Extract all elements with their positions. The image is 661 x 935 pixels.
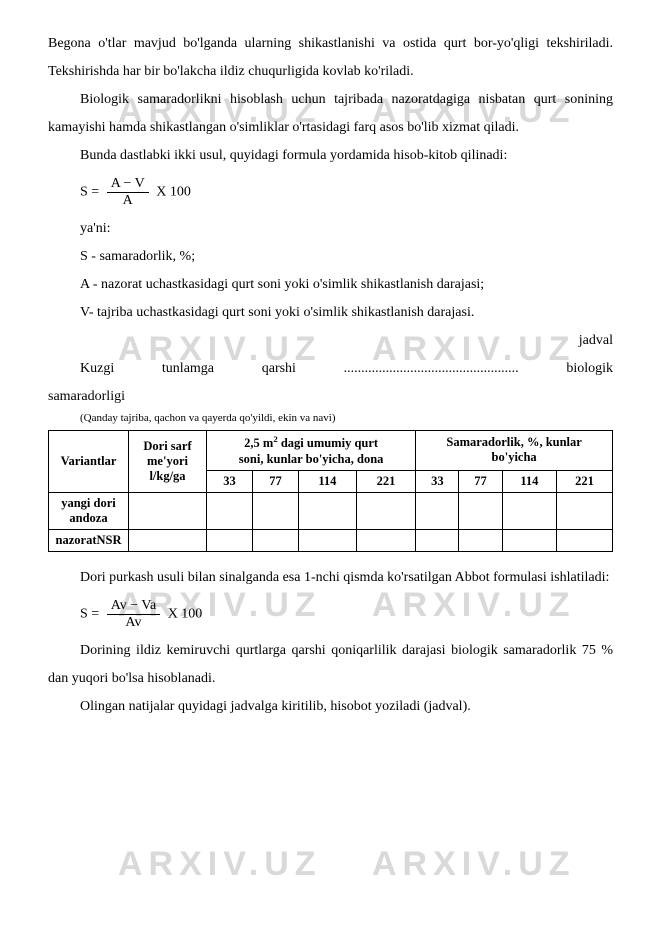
cell	[129, 492, 207, 529]
col-samarad-l1: Samaradorlik, %, kunlar	[446, 435, 581, 449]
cell	[502, 529, 556, 551]
fraction: A − V A	[107, 176, 149, 209]
cell	[416, 492, 459, 529]
kuzgi-word: tunlamga	[162, 361, 214, 376]
paragraph-4: Dori purkash usuli bilan sinalganda esa …	[48, 564, 613, 592]
formula-lhs: S =	[80, 185, 99, 200]
kuzgi-word: qarshi	[262, 361, 296, 376]
table-row: yangi dori andoza	[49, 492, 613, 529]
col-variantlar: Variantlar	[49, 431, 129, 492]
cell	[129, 529, 207, 551]
paragraph-5: Dorining ildiz kemiruvchi qurtlarga qars…	[48, 637, 613, 693]
kuzgi-word: Kuzgi	[80, 361, 114, 376]
yani-label: ya'ni:	[48, 215, 613, 243]
sub-77b: 77	[459, 470, 502, 492]
cell	[459, 492, 502, 529]
sub-221b: 221	[557, 470, 613, 492]
col-samarad-l2: bo'yicha	[492, 450, 537, 464]
kuzgi-line: Kuzgi tunlamga qarshi ..................…	[48, 355, 613, 383]
cell	[298, 529, 356, 551]
cell	[557, 529, 613, 551]
sub-114: 114	[298, 470, 356, 492]
sub-77: 77	[252, 470, 298, 492]
col-dori-sarf-l2: me'yori	[147, 454, 188, 468]
paragraph-2: Biologik samaradorlikni hisoblash uchun …	[48, 86, 613, 142]
fraction-denominator: A	[107, 193, 149, 209]
data-table: Variantlar Dori sarf me'yori l/kg/ga 2,5…	[48, 430, 613, 551]
formula-tail: X 100	[168, 606, 203, 621]
table-row: nazoratNSR	[49, 529, 613, 551]
dotted-fill: ........................................…	[344, 361, 519, 376]
watermark: ARXIV.UZ	[118, 845, 322, 884]
sub-221: 221	[356, 470, 415, 492]
cell	[252, 529, 298, 551]
fraction-numerator: A − V	[107, 176, 149, 193]
table-note: (Qanday tajriba, qachon va qayerda qo'yi…	[80, 411, 613, 426]
row-yangi-dori: yangi dori andoza	[49, 492, 129, 529]
formula-lhs: S =	[80, 606, 99, 621]
formula-2: S = Av − Va Av X 100	[80, 598, 613, 631]
paragraph-3: Bunda dastlabki ikki usul, quyidagi form…	[48, 142, 613, 170]
cell	[557, 492, 613, 529]
s-definition: S - samaradorlik, %;	[48, 243, 613, 271]
table-header-row: Variantlar Dori sarf me'yori l/kg/ga 2,5…	[49, 431, 613, 470]
cell	[356, 492, 415, 529]
col-dori-sarf: Dori sarf me'yori l/kg/ga	[129, 431, 207, 492]
sub-33b: 33	[416, 470, 459, 492]
cell	[252, 492, 298, 529]
v-definition: V- tajriba uchastkasidagi qurt soni yoki…	[48, 299, 613, 327]
col-umumiy-l2: soni, kunlar bo'yicha, dona	[239, 452, 384, 466]
samaradorligi: samaradorligi	[48, 383, 613, 411]
row-yangi-l2: andoza	[69, 511, 107, 525]
fraction-numerator: Av − Va	[107, 598, 161, 615]
watermark: ARXIV.UZ	[372, 845, 576, 884]
col-samaradorlik: Samaradorlik, %, kunlar bo'yicha	[416, 431, 613, 470]
page: Begona o'tlar mavjud bo'lganda ularning …	[0, 0, 661, 761]
sub-33: 33	[207, 470, 253, 492]
a-definition: A - nazorat uchastkasidagi qurt soni yok…	[48, 271, 613, 299]
cell	[416, 529, 459, 551]
col-dori-sarf-l1: Dori sarf	[143, 439, 191, 453]
cell	[459, 529, 502, 551]
fraction: Av − Va Av	[107, 598, 161, 631]
cell	[207, 529, 253, 551]
col-umumiy-l1a: 2,5 m	[244, 437, 273, 451]
paragraph-1: Begona o'tlar mavjud bo'lganda ularning …	[48, 30, 613, 86]
col-umumiy-l1b: dagi umumiy qurt	[278, 437, 378, 451]
paragraph-6: Olingan natijalar quyidagi jadvalga kiri…	[48, 693, 613, 721]
col-umumiy-qurt: 2,5 m2 dagi umumiy qurt soni, kunlar bo'…	[207, 431, 416, 470]
jadval-label: jadval	[48, 327, 613, 355]
formula-1: S = A − V A X 100	[80, 176, 613, 209]
cell	[356, 529, 415, 551]
cell	[298, 492, 356, 529]
row-nazorat: nazoratNSR	[49, 529, 129, 551]
cell	[502, 492, 556, 529]
kuzgi-word: biologik	[566, 361, 613, 376]
cell	[207, 492, 253, 529]
formula-tail: X 100	[156, 185, 191, 200]
fraction-denominator: Av	[107, 615, 161, 631]
col-dori-sarf-l3: l/kg/ga	[149, 469, 185, 483]
row-yangi-l1: yangi dori	[61, 496, 116, 510]
sub-114b: 114	[502, 470, 556, 492]
